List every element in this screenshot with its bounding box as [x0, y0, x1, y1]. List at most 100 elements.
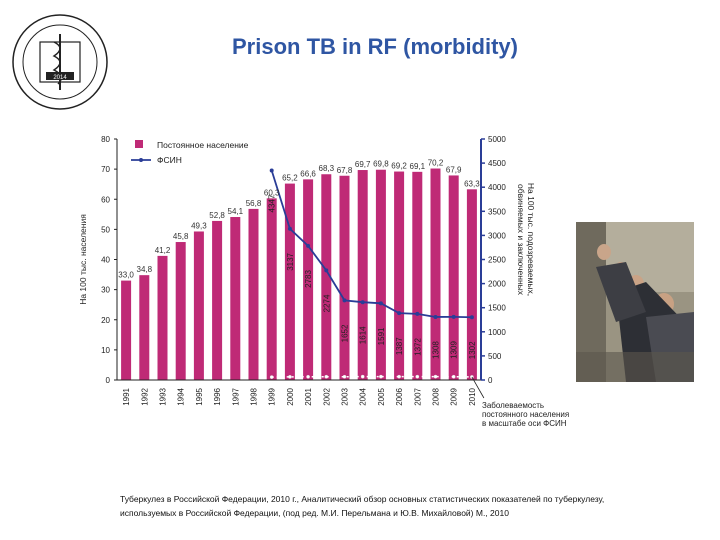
fsin-point	[324, 268, 329, 273]
y-tick-label-right: 4000	[488, 183, 506, 192]
bar	[375, 169, 386, 380]
y-axis-label-right-line2: обвиняемых и заключенных	[516, 184, 526, 296]
fsin-point	[269, 168, 274, 173]
bar	[230, 217, 241, 380]
bar-value-label: 69,7	[355, 160, 371, 169]
x-tick-label: 1995	[195, 387, 204, 405]
fsin-value-label: 1652	[341, 324, 350, 342]
bar	[339, 175, 350, 380]
bar-value-label: 60,3	[264, 188, 280, 197]
bar	[212, 220, 223, 380]
fsin-value-label: 2274	[322, 294, 331, 312]
y-axis-label-right: На 100 тыс. подозреваемых,обвиняемых и з…	[516, 183, 536, 296]
fsin-value-label: 3137	[286, 252, 295, 270]
y-tick-label-right: 1000	[488, 328, 506, 337]
bar-value-label: 52,8	[209, 211, 225, 220]
bar-value-label: 69,1	[410, 162, 426, 171]
fsin-point	[378, 301, 383, 306]
bar	[175, 242, 186, 380]
bar-value-label: 67,8	[337, 166, 353, 175]
fsin-point	[342, 298, 347, 303]
fsin-point	[469, 315, 474, 320]
y-tick-label-left: 70	[101, 165, 110, 174]
y-tick-label-left: 60	[101, 195, 110, 204]
fsin-line	[270, 170, 472, 319]
bar	[430, 168, 441, 380]
y-axis-label-right-line1: На 100 тыс. подозреваемых,	[526, 183, 536, 296]
bar-value-label: 41,2	[155, 246, 171, 255]
fsin-value-label: 1372	[413, 338, 422, 356]
annotation-text: постоянного населения	[482, 410, 569, 419]
fsin-value-label: 1591	[377, 327, 386, 345]
y-tick-label-right: 3000	[488, 231, 506, 240]
bar	[303, 179, 314, 380]
x-tick-label: 1997	[231, 387, 240, 405]
bar-value-label: 68,3	[319, 164, 335, 173]
fsin-value-label: 1387	[395, 337, 404, 355]
fsin-value-label: 1302	[468, 341, 477, 359]
scaled-point	[288, 375, 292, 379]
bar-value-label: 70,2	[428, 159, 444, 168]
y-tick-label-right: 4500	[488, 159, 506, 168]
y-tick-label-right: 1500	[488, 304, 506, 313]
x-tick-label: 2002	[322, 387, 331, 405]
x-tick-label: 2005	[377, 387, 386, 405]
x-tick-label: 1992	[140, 387, 149, 405]
fsin-point	[397, 311, 402, 316]
x-tick-label: 1994	[177, 387, 186, 405]
scaled-point	[433, 374, 438, 379]
x-tick-label: 2000	[286, 387, 295, 405]
bar	[448, 175, 459, 380]
fsin-point	[451, 314, 456, 319]
fsin-value-label: 1308	[432, 341, 441, 359]
y-tick-label-left: 0	[106, 376, 111, 385]
bar	[357, 170, 368, 380]
svg-text:2014: 2014	[53, 75, 67, 81]
caption-line-2: используемых в Российской Федерации, (по…	[120, 508, 509, 518]
bar	[412, 171, 423, 380]
annotation-leader	[471, 376, 485, 399]
fsin-value-label: 4347	[268, 194, 277, 212]
y-tick-label-left: 30	[101, 286, 110, 295]
y-tick-label-right: 3500	[488, 207, 506, 216]
y-tick-label-left: 50	[101, 225, 110, 234]
legend-marker-fsin	[139, 158, 143, 162]
bar	[121, 280, 132, 380]
bar	[193, 231, 204, 380]
legend-label-fsin: ФСИН	[157, 155, 182, 165]
bar	[139, 275, 150, 380]
bar	[284, 183, 295, 380]
bar	[321, 174, 332, 380]
x-tick-label: 2001	[304, 387, 313, 405]
caption-line-1: Туберкулез в Российской Федерации, 2010 …	[120, 494, 605, 504]
y-tick-label-left: 10	[101, 346, 110, 355]
source-caption: Туберкулез в Российской Федерации, 2010 …	[120, 492, 700, 520]
y-tick-label-right: 5000	[488, 135, 506, 144]
bar-value-label: 66,6	[300, 169, 316, 178]
y-axis-label-left: На 100 тыс. населения	[78, 214, 88, 305]
y-tick-label-left: 40	[101, 256, 110, 265]
bar-value-label: 54,1	[228, 207, 244, 216]
bar-value-label: 67,9	[446, 165, 462, 174]
bar-value-label: 65,2	[282, 174, 298, 183]
fsin-point	[433, 314, 438, 319]
bar-value-label: 45,8	[173, 232, 189, 241]
x-tick-label: 1993	[159, 387, 168, 405]
annotation-text: Заболеваемость	[482, 401, 544, 410]
annotation-text: в масштабе оси ФСИН	[482, 419, 567, 428]
x-tick-label: 2008	[432, 387, 441, 405]
x-tick-label: 2009	[450, 387, 459, 405]
fsin-value-label: 1614	[359, 326, 368, 344]
fsin-value-label: 2783	[304, 270, 313, 288]
bar-value-label: 33,0	[118, 271, 134, 280]
bar-value-label: 49,3	[191, 221, 207, 230]
x-tick-label: 1999	[268, 387, 277, 405]
x-tick-label: 1991	[122, 387, 131, 405]
bar	[466, 189, 477, 380]
y-tick-label-left: 80	[101, 135, 110, 144]
institute-logo: 2014	[12, 14, 108, 110]
x-tick-label: 2003	[341, 387, 350, 405]
bar	[248, 208, 259, 380]
x-tick-label: 2010	[468, 387, 477, 405]
